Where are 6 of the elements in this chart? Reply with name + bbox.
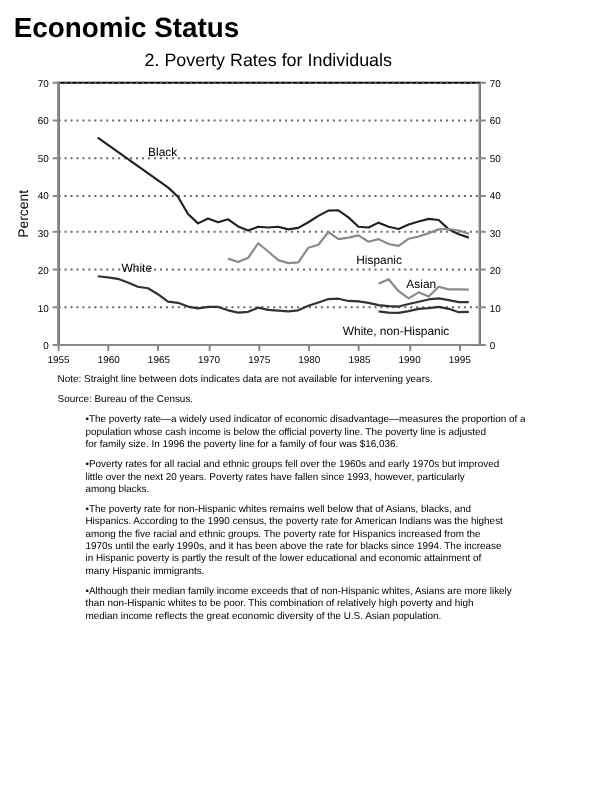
- chart-subtitle: 2. Poverty Rates for Individuals: [144, 49, 393, 70]
- chart-title: Economic Status: [13, 11, 240, 44]
- line-series: [96, 136, 470, 239]
- line-series: [96, 275, 470, 314]
- line-series: [377, 278, 470, 300]
- line-series: [227, 227, 470, 265]
